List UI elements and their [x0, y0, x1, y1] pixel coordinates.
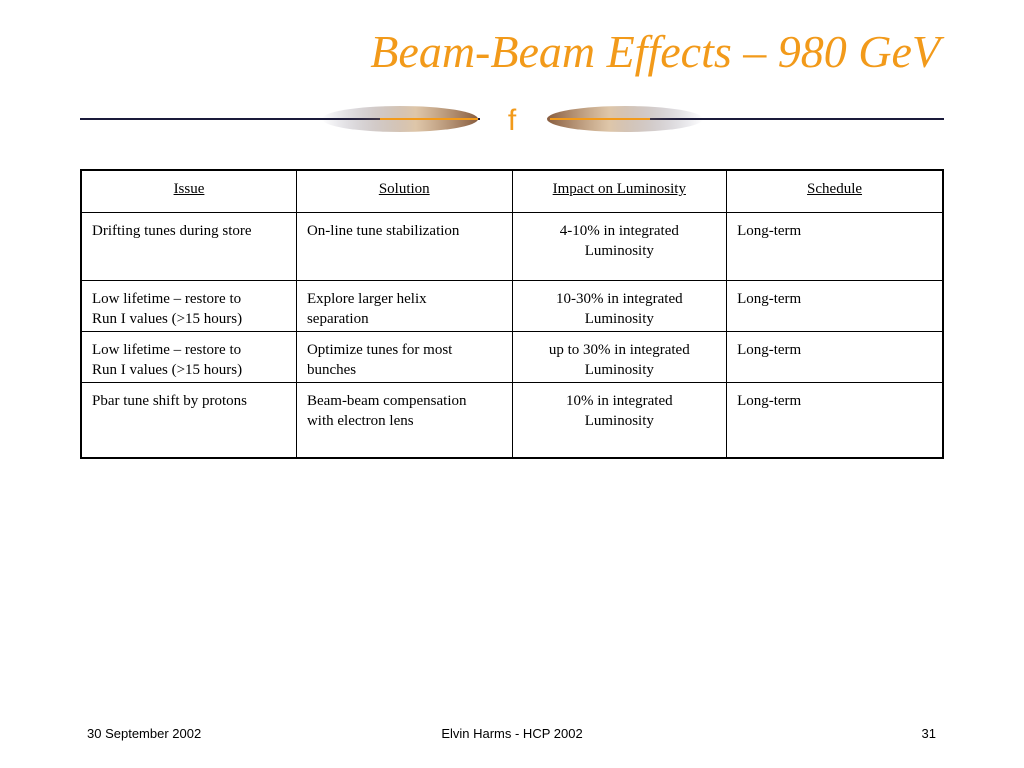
cell-solution: Optimize tunes for most bunches	[295, 330, 513, 383]
divider-glyph: f	[508, 104, 517, 137]
cell-issue: Drifting tunes during store	[80, 211, 297, 281]
header-impact: Impact on Luminosity	[511, 169, 728, 213]
cell-issue: Pbar tune shift by protons	[80, 381, 297, 459]
footer-page-number: 31	[921, 726, 936, 741]
cell-impact: 10-30% in integrated Luminosity	[511, 279, 728, 332]
cell-impact: up to 30% in integrated Luminosity	[511, 330, 728, 383]
table-header-row: Issue Solution Impact on Luminosity Sche…	[80, 169, 944, 213]
slide-title: Beam-Beam Effects – 980 GeV	[370, 26, 940, 77]
cell-solution: On-line tune stabilization	[295, 211, 513, 281]
header-schedule: Schedule	[726, 169, 944, 213]
cell-impact: 10% in integrated Luminosity	[511, 381, 728, 459]
cell-issue: Low lifetime – restore to Run I values (>…	[80, 330, 297, 383]
cell-schedule: Long-term	[726, 330, 944, 383]
cell-solution: Beam-beam compensation with electron lens	[295, 381, 513, 459]
cell-issue: Low lifetime – restore to Run I values (>…	[80, 279, 297, 332]
footer-author: Elvin Harms - HCP 2002	[441, 726, 583, 741]
header-solution: Solution	[295, 169, 513, 213]
table-row: Drifting tunes during store On-line tune…	[80, 211, 944, 281]
table-row: Pbar tune shift by protons Beam-beam com…	[80, 381, 944, 459]
table-row: Low lifetime – restore to Run I values (>…	[80, 330, 944, 383]
footer-date: 30 September 2002	[87, 726, 202, 741]
header-issue: Issue	[80, 169, 297, 213]
cell-solution: Explore larger helix separation	[295, 279, 513, 332]
issues-table: Issue Solution Impact on Luminosity Sche…	[80, 169, 944, 459]
title-divider: f	[80, 104, 944, 137]
cell-impact: 4-10% in integrated Luminosity	[511, 211, 728, 281]
cell-schedule: Long-term	[726, 211, 944, 281]
table-row: Low lifetime – restore to Run I values (>…	[80, 279, 944, 332]
cell-schedule: Long-term	[726, 381, 944, 459]
cell-schedule: Long-term	[726, 279, 944, 332]
